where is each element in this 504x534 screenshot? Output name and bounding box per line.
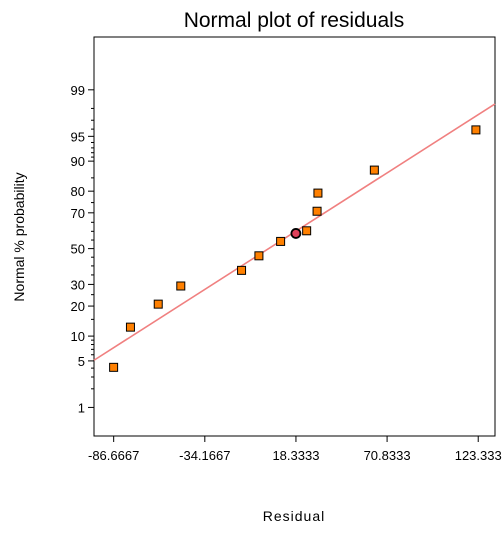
highlighted-data-point bbox=[290, 228, 302, 239]
y-tick-label: 80 bbox=[71, 184, 85, 199]
data-point bbox=[109, 362, 119, 372]
plot-frame bbox=[93, 36, 496, 437]
data-point bbox=[312, 206, 322, 216]
data-point bbox=[471, 125, 481, 135]
y-tick-label: 50 bbox=[71, 242, 85, 257]
data-point bbox=[153, 299, 163, 309]
points-layer bbox=[109, 125, 481, 372]
data-point bbox=[302, 226, 312, 236]
y-tick-label: 1 bbox=[78, 400, 85, 415]
y-tick-label: 10 bbox=[71, 329, 85, 344]
data-point bbox=[125, 322, 135, 332]
y-tick-label: 70 bbox=[71, 206, 85, 221]
data-point bbox=[276, 236, 286, 246]
y-tick-label: 95 bbox=[71, 129, 85, 144]
y-tick-label: 20 bbox=[71, 299, 85, 314]
data-point bbox=[369, 165, 379, 175]
data-point bbox=[313, 188, 323, 198]
x-tick-label: -34.1667 bbox=[179, 448, 230, 463]
data-point bbox=[237, 265, 247, 275]
x-axis-label: Residual bbox=[263, 508, 325, 524]
y-tick-label: 30 bbox=[71, 277, 85, 292]
x-tick-label: 123.333 bbox=[455, 448, 502, 463]
y-tick-label: 90 bbox=[71, 154, 85, 169]
y-tick-label: 5 bbox=[78, 354, 85, 369]
axis-ticks: 1 5 10 20 30 50 70 80 90 95 99 -86.6667 -34.1667 18.3… bbox=[71, 83, 502, 463]
x-tick-label: 70.8333 bbox=[364, 448, 411, 463]
y-tick-label: 99 bbox=[71, 83, 85, 98]
data-point bbox=[176, 281, 186, 291]
chart-title: Normal plot of residuals bbox=[184, 9, 405, 32]
y-axis-label: Normal % probability bbox=[11, 172, 27, 301]
x-tick-label: 18.3333 bbox=[272, 448, 319, 463]
x-tick-label: -86.6667 bbox=[88, 448, 139, 463]
data-point bbox=[254, 251, 264, 261]
